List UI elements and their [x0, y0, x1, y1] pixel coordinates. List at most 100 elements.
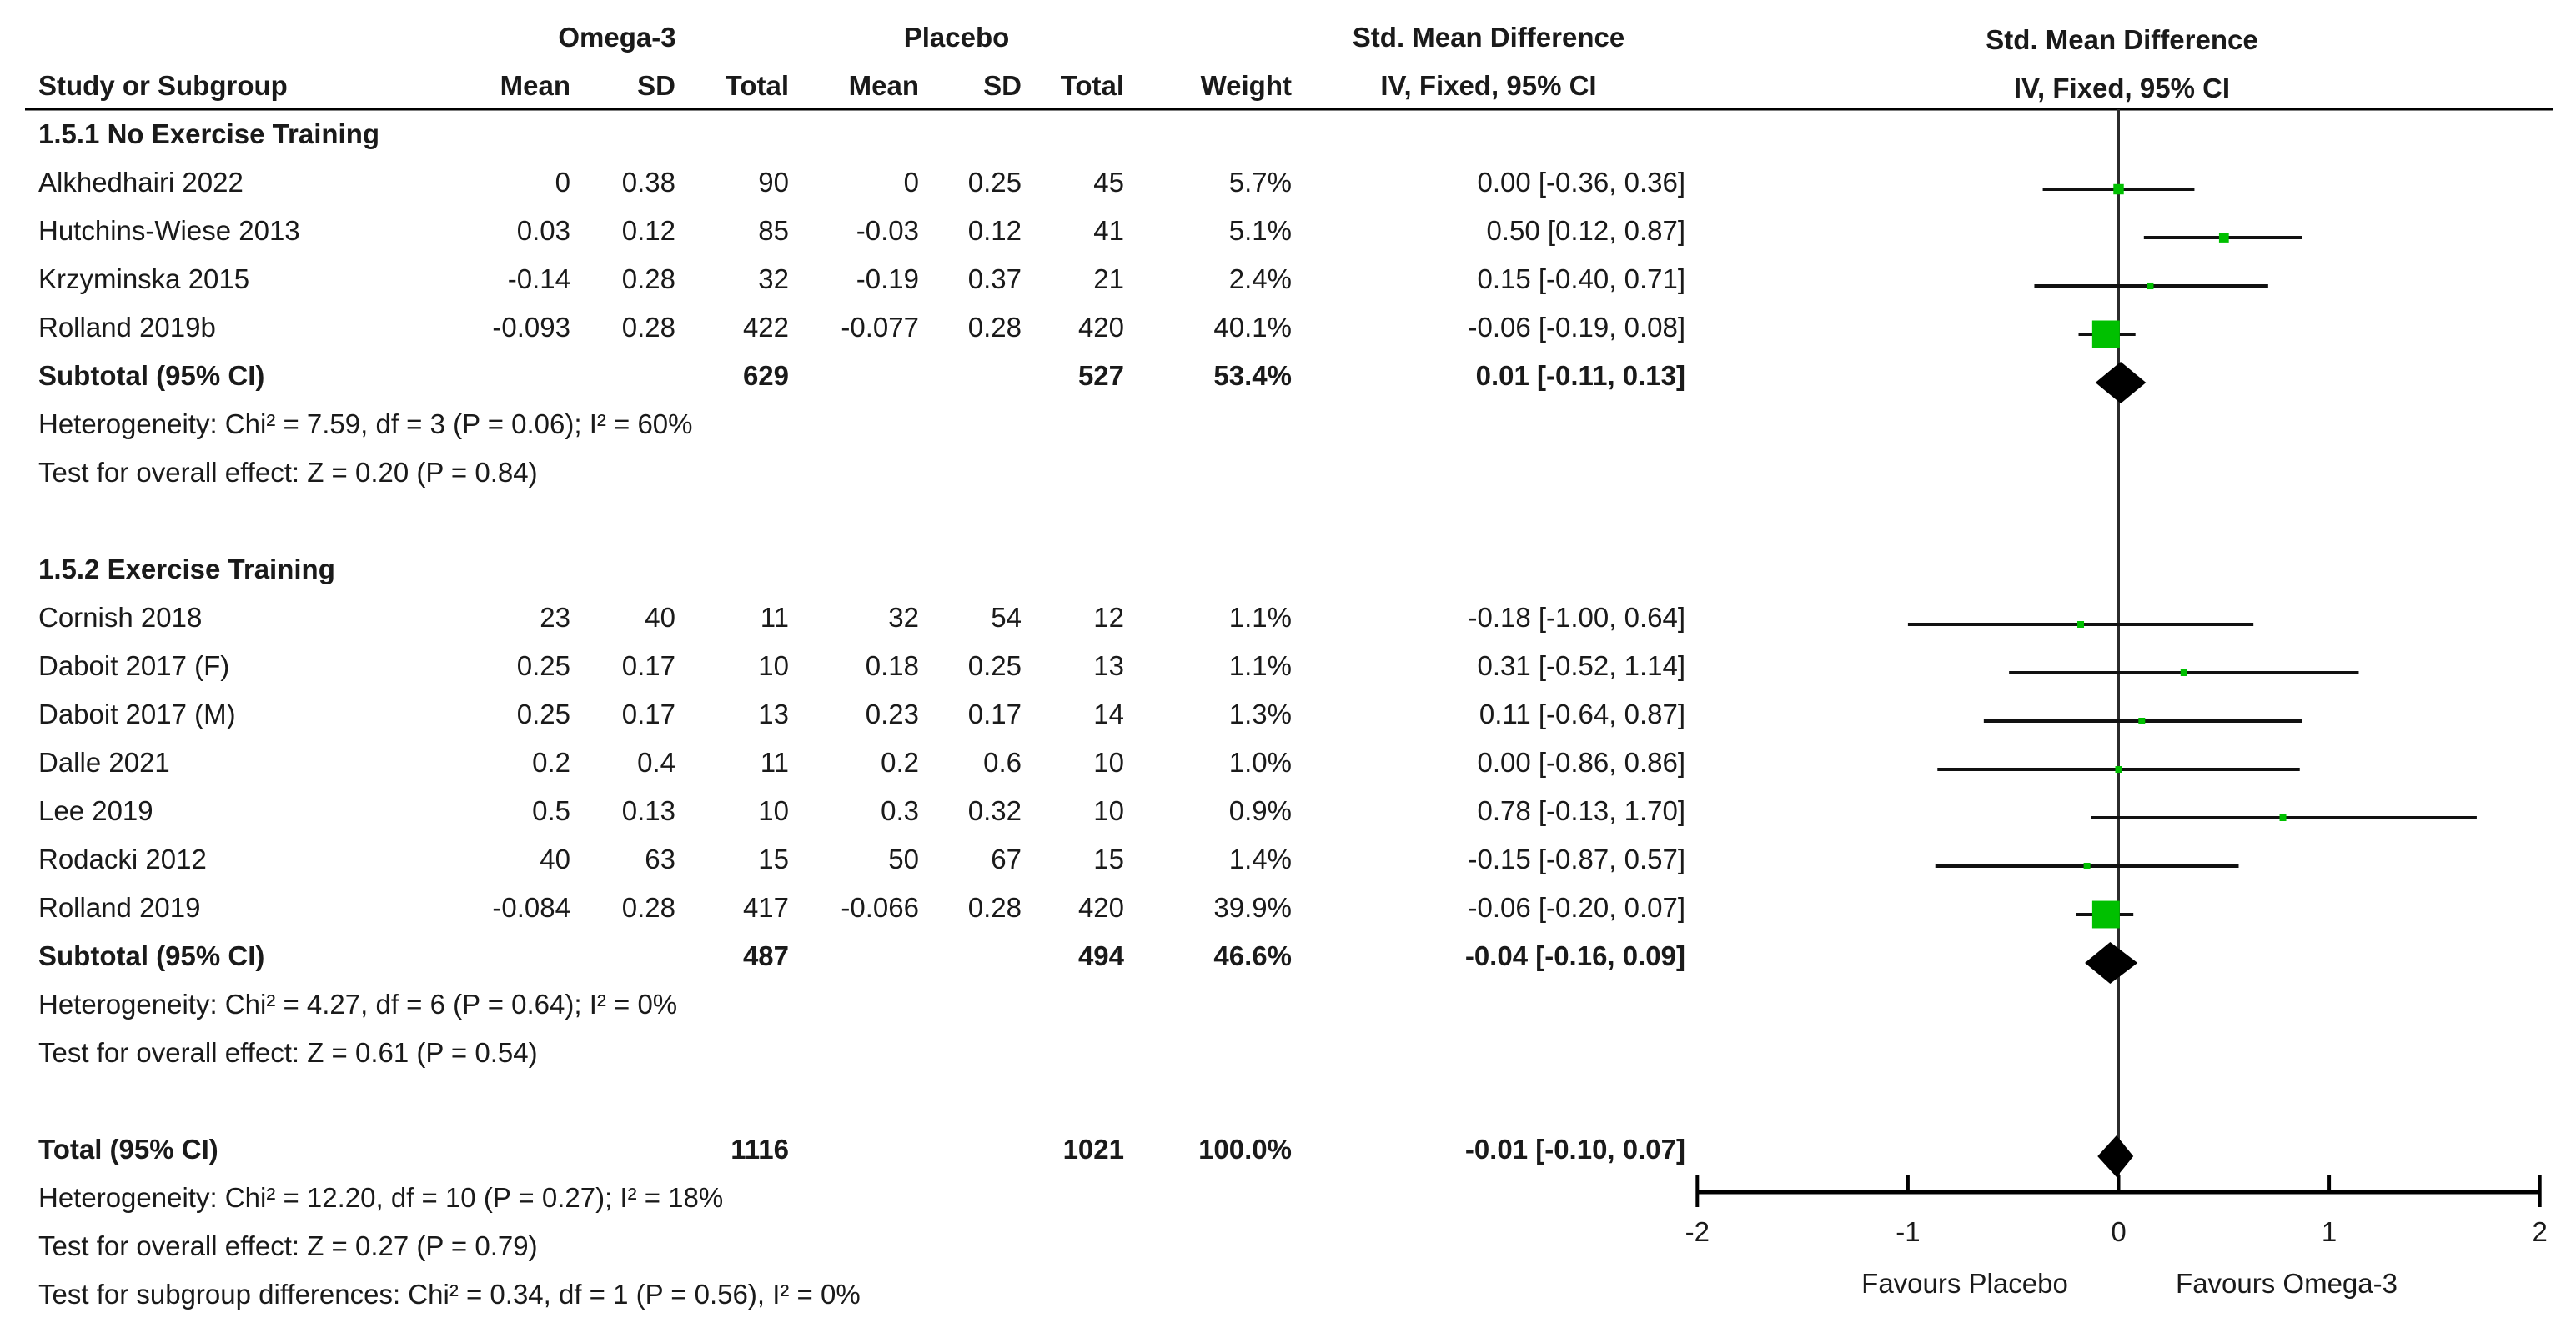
study-name: Rodacki 2012: [38, 844, 207, 874]
omega-mean: -0.093: [492, 312, 570, 343]
placebo-sd: 0.17: [967, 699, 1022, 729]
omega-sd: 0.12: [621, 215, 675, 246]
study-name: Daboit 2017 (M): [38, 699, 236, 729]
smd-ci-text: 0.01 [-0.11, 0.13]: [1475, 360, 1685, 391]
placebo-total: 10: [1093, 795, 1124, 826]
study-row: Rolland 2019b -0.093 0.28 422 -0.077 0.28 420 4…: [38, 303, 1685, 352]
omega-mean: 0.2: [532, 747, 570, 778]
weight: 5.1%: [1228, 215, 1292, 246]
weight: 1.4%: [1228, 844, 1292, 874]
weight: 40.1%: [1213, 312, 1292, 343]
omega-mean: 0.5: [532, 795, 570, 826]
omega-total: 11: [760, 602, 789, 633]
study-row: Rolland 2019 -0.084 0.28 417 -0.066 0.28 420 39…: [38, 884, 1685, 932]
effect-square: [2180, 669, 2187, 676]
stats-line: Heterogeneity: Chi² = 12.20, df = 10 (P …: [38, 1182, 724, 1213]
stats-line: Test for overall effect: Z = 0.61 (P = 0…: [38, 1037, 538, 1068]
study-name: Cornish 2018: [38, 602, 203, 633]
stats-line-row: Heterogeneity: Chi² = 7.59, df = 3 (P = …: [38, 400, 1685, 449]
smd-ci-text: -0.01 [-0.10, 0.07]: [1464, 1134, 1685, 1165]
placebo-group-header: Placebo: [903, 22, 1010, 53]
stats-line-row: Test for overall effect: Z = 0.61 (P = 0…: [38, 1029, 1685, 1077]
omega-total: 11: [760, 747, 789, 778]
subgroup-heading: 1.5.2 Exercise Training: [38, 554, 335, 584]
stats-line-row: Test for overall effect: Z = 0.27 (P = 0…: [38, 1222, 1685, 1270]
method-column-header: IV, Fixed, 95% CI: [1380, 70, 1597, 101]
placebo-total: 15: [1093, 844, 1124, 874]
omega-sd: 0.13: [621, 795, 675, 826]
omega-total: 85: [758, 215, 789, 246]
omega-mean: 0.25: [516, 699, 570, 729]
placebo-total: 45: [1093, 167, 1124, 198]
weight: 100.0%: [1198, 1134, 1292, 1165]
effect-square: [2091, 900, 2120, 929]
table-column-header-row: Study or Subgroup Mean SD Total Mean SD …: [38, 62, 1685, 110]
weight: 0.9%: [1228, 795, 1292, 826]
placebo-total-header: Total: [1060, 70, 1124, 101]
favours-right-label: Favours Omega-3: [2176, 1268, 2398, 1299]
weight: 1.1%: [1228, 650, 1292, 681]
omega-sd: 63: [645, 844, 675, 874]
stats-line: Heterogeneity: Chi² = 7.59, df = 3 (P = …: [38, 408, 693, 439]
smd-ci-text: 0.50 [0.12, 0.87]: [1486, 215, 1685, 246]
effect-square: [2279, 814, 2287, 821]
smd-ci-text: 0.78 [-0.13, 1.70]: [1477, 795, 1685, 826]
total-row: Total (95% CI) 1116 1021 100.0% -0.01 [-0.10…: [38, 1125, 1685, 1174]
placebo-mean: 0.2: [881, 747, 919, 778]
smd-ci-text: 0.00 [-0.36, 0.36]: [1477, 167, 1685, 198]
spacer: [38, 1077, 1685, 1125]
subtotal-label: Subtotal (95% CI): [38, 360, 265, 391]
omega-total: 417: [742, 892, 789, 923]
placebo-sd: 0.25: [967, 167, 1022, 198]
effect-square: [2091, 320, 2120, 348]
omega-mean: 0: [555, 167, 570, 198]
omega-mean: 0.25: [516, 650, 570, 681]
omega-sd: 0.17: [621, 650, 675, 681]
forest-table: Omega-3 Placebo Std. Mean Difference Stu…: [38, 13, 1685, 1319]
effect-square: [2113, 183, 2124, 195]
smd-ci-text: -0.06 [-0.19, 0.08]: [1468, 312, 1685, 343]
study-row: Alkhedhairi 2022 0 0.38 90 0 0.25 45 5.7% 0.00 […: [38, 158, 1685, 207]
subtotal-row: Subtotal (95% CI) 487 494 46.6% -0.04 [-0.16…: [38, 932, 1685, 980]
weight: 1.3%: [1228, 699, 1292, 729]
smd-ci-text: 0.31 [-0.52, 1.14]: [1477, 650, 1685, 681]
subgroup-heading-row: 1.5.2 Exercise Training: [38, 545, 1685, 594]
study-name: Dalle 2021: [38, 747, 170, 778]
total-label: Total (95% CI): [38, 1134, 218, 1165]
effect-square: [2147, 282, 2154, 290]
omega-mean: 0.03: [516, 215, 570, 246]
subtotal-row: Subtotal (95% CI) 629 527 53.4% 0.01 [-0.11,…: [38, 352, 1685, 400]
study-column-header: Study or Subgroup: [38, 70, 288, 101]
placebo-total: 13: [1093, 650, 1124, 681]
omega-total: 10: [758, 795, 789, 826]
stats-line: Test for subgroup differences: Chi² = 0.…: [38, 1279, 861, 1310]
axis-tick-label: 0: [2111, 1216, 2126, 1247]
stats-line-row: Heterogeneity: Chi² = 12.20, df = 10 (P …: [38, 1174, 1685, 1222]
study-row: Hutchins-Wiese 2013 0.03 0.12 85 -0.03 0.12 41…: [38, 207, 1685, 255]
placebo-sd: 0.28: [967, 892, 1022, 923]
effect-square: [2218, 233, 2229, 243]
omega-total: 487: [742, 940, 789, 971]
placebo-total: 420: [1077, 312, 1124, 343]
spacer-row: [38, 497, 1685, 545]
table-group-header-row: Omega-3 Placebo Std. Mean Difference: [38, 13, 1685, 62]
effect-square: [2083, 863, 2091, 869]
placebo-total: 12: [1093, 602, 1124, 633]
placebo-sd: 0.25: [967, 650, 1022, 681]
smd-ci-text: -0.18 [-1.00, 0.64]: [1468, 602, 1685, 633]
omega-mean: -0.14: [507, 263, 570, 294]
axis-tick-label: 1: [2322, 1216, 2337, 1247]
omega3-group-header: Omega-3: [558, 22, 676, 53]
omega-sd: 0.28: [621, 892, 675, 923]
placebo-mean: -0.03: [856, 215, 919, 246]
placebo-mean: 50: [888, 844, 919, 874]
placebo-mean: 0.23: [865, 699, 919, 729]
weight-column-header: Weight: [1200, 70, 1292, 101]
omega-sd: 0.38: [621, 167, 675, 198]
axis-tick-label: 2: [2533, 1216, 2548, 1247]
placebo-mean: -0.066: [841, 892, 919, 923]
omega-sd: 0.17: [621, 699, 675, 729]
weight: 2.4%: [1228, 263, 1292, 294]
omega-total: 90: [758, 167, 789, 198]
smd-ci-text: -0.04 [-0.16, 0.09]: [1464, 940, 1685, 971]
